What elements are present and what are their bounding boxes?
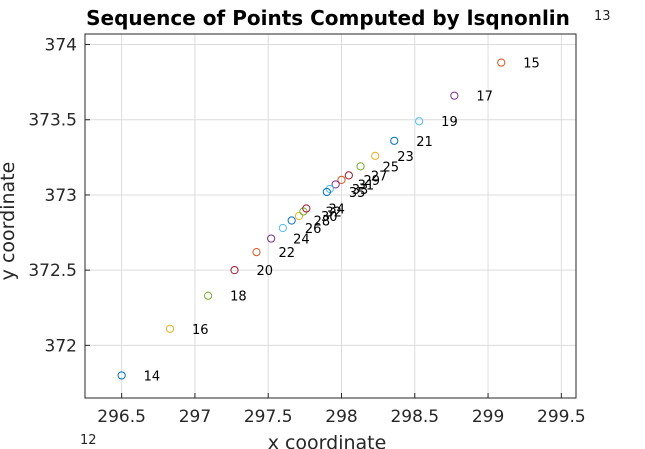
point-label-31: 31 [358,178,375,193]
point-label-24: 24 [293,233,310,248]
x-tick-label: 298 [325,407,357,427]
point-label-35: 35 [349,186,366,201]
y-tick-label: 372 [45,336,77,356]
x-tick-label: 298.5 [390,407,439,427]
point-label-18: 18 [230,290,247,305]
point-label-26: 26 [305,222,322,237]
x-tick-label: 299 [472,407,504,427]
data-point-17 [450,91,459,100]
plot-area [85,34,576,398]
data-points: 14 15 16 17 18 19 20 21 22 23 24 25 26 27 28 29 30 31 32 33… [117,57,540,384]
point-label-30: 30 [321,210,338,225]
y-tick-label: 373.5 [28,111,77,131]
data-point-31 [331,180,340,189]
point-label-19: 19 [441,115,458,130]
x-tick-label: 299.5 [537,407,586,427]
point-label-34: 34 [328,202,345,217]
grid-lines [85,34,576,398]
y-tick-label: 372.5 [28,261,77,281]
point-label-33: 33 [352,183,369,198]
x-axis-exponent: 12 [80,433,97,448]
data-point-23 [371,151,380,160]
x-tick-labels: 296.5 297 297.5 298 298.5 299 299.5 [97,407,585,427]
plot-frame [84,33,577,399]
point-label-17: 17 [476,90,493,105]
y-tick-label: 373 [45,186,77,206]
y-axis-label: y coordinate [0,162,19,281]
data-point-14 [117,371,126,380]
point-label-29: 29 [363,174,380,189]
data-point-33 [325,184,334,194]
point-label-20: 20 [256,264,273,279]
data-point-27 [344,171,353,180]
data-point-25 [356,162,365,171]
chart-title: Sequence of Points Computed by lsqnonlin [86,6,570,30]
point-label-32: 32 [325,205,342,220]
point-label-28: 28 [314,215,331,230]
point-label-16: 16 [192,323,209,338]
data-point-30 [294,211,304,221]
x-axis-label: x coordinate [268,432,387,449]
data-point-20 [230,266,239,275]
data-point-16 [165,324,175,333]
point-label-23: 23 [397,150,414,165]
x-tick-label: 296.5 [97,407,146,427]
x-tick-label: 297.5 [244,407,293,427]
data-point-28 [287,216,296,225]
data-point-32 [299,207,308,216]
data-point-15 [497,58,506,67]
title-exponent: 13 [594,9,611,24]
point-label-27: 27 [371,169,388,184]
point-label-25: 25 [383,160,400,175]
data-point-34 [302,204,311,213]
y-tick-labels: 372 372.5 373 373.5 374 [28,36,77,357]
data-point-18 [204,291,213,300]
x-tick-label: 297 [179,407,211,427]
data-point-35 [322,187,331,197]
data-point-26 [278,223,287,233]
point-label-21: 21 [416,135,433,150]
data-point-19 [415,117,424,126]
point-label-15: 15 [523,57,540,72]
data-point-21 [390,136,399,145]
y-tick-label: 374 [45,36,77,56]
point-label-14: 14 [144,369,161,384]
data-point-29 [337,175,346,185]
data-point-24 [267,234,276,243]
point-label-22: 22 [278,246,295,261]
data-point-22 [252,247,261,257]
